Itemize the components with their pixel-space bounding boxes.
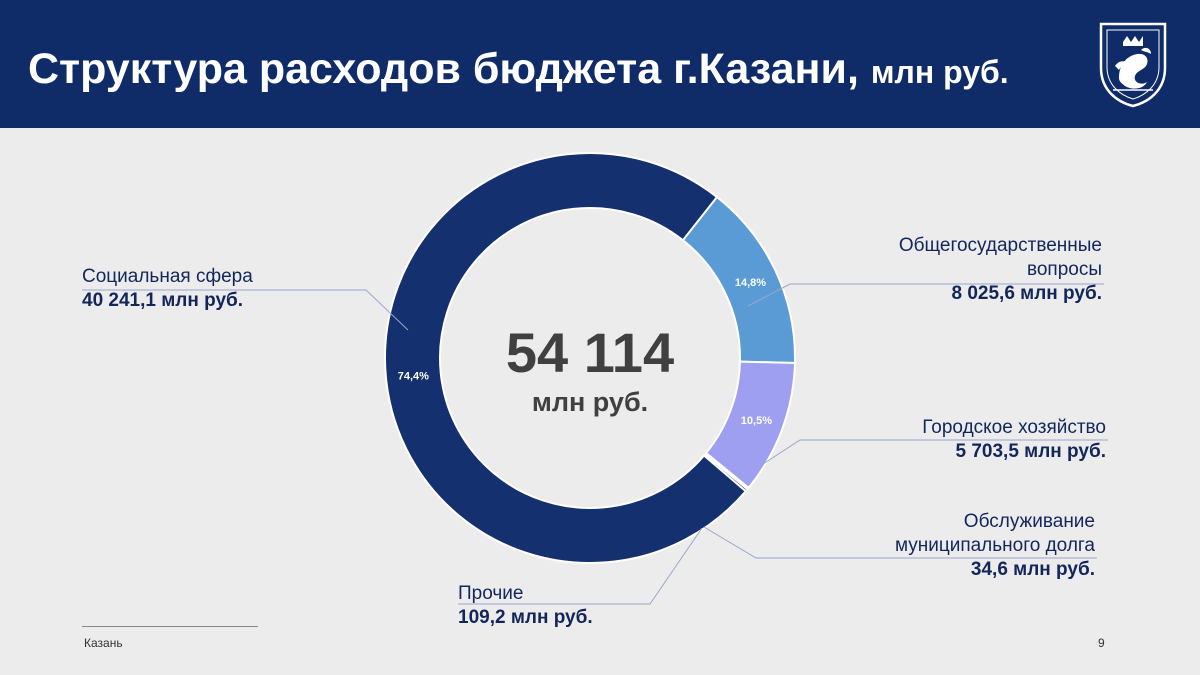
label-city: Городское хозяйство 5 703,5 млн руб. xyxy=(800,416,1106,464)
donut-slice-social xyxy=(384,152,748,564)
label-social: Социальная сфера 40 241,1 млн руб. xyxy=(82,265,253,313)
label-general-name-line1: Общегосударственные xyxy=(898,235,1102,256)
percent-label-city: 10,5% xyxy=(741,415,772,427)
label-city-name: Городское хозяйство xyxy=(922,417,1106,438)
leader-line-other xyxy=(458,527,703,605)
label-general-name-line2: вопросы xyxy=(1026,259,1102,280)
page-title: Структура расходов бюджета г.Казани, млн… xyxy=(28,44,1009,97)
label-general: Общегосударственные вопросы 8 025,6 млн … xyxy=(800,234,1102,306)
label-general-value: 8 025,6 млн руб. xyxy=(951,283,1103,304)
leader-line-social xyxy=(82,289,409,331)
percent-label-general: 14,8% xyxy=(735,277,766,289)
leader-line-general xyxy=(747,283,1104,307)
title-unit: млн руб. xyxy=(870,54,1009,90)
header-bar: Структура расходов бюджета г.Казани, млн… xyxy=(0,0,1200,128)
page-number: 9 xyxy=(1098,636,1105,650)
footer-city: Казань xyxy=(84,636,123,650)
label-debt-name-line2: муниципального долга xyxy=(894,535,1095,556)
total-unit: млн руб. xyxy=(531,387,649,417)
label-other-value: 109,2 млн руб. xyxy=(458,607,593,628)
leader-line-debt xyxy=(703,526,1097,559)
percent-label-social: 74,4% xyxy=(398,370,429,382)
label-debt-value: 34,6 млн руб. xyxy=(970,559,1095,580)
total-value: 54 114 xyxy=(505,321,675,384)
title-text: Структура расходов бюджета г.Казани, xyxy=(28,45,859,93)
label-other: Прочие 109,2 млн руб. xyxy=(458,582,593,630)
label-debt-name-line1: Обслуживание xyxy=(963,511,1095,532)
leader-line-city xyxy=(759,439,1108,467)
label-other-name: Прочие xyxy=(458,583,524,604)
footer-divider xyxy=(82,626,258,627)
label-city-value: 5 703,5 млн руб. xyxy=(955,441,1107,462)
city-emblem-icon xyxy=(1099,22,1167,108)
label-social-value: 40 241,1 млн руб. xyxy=(82,290,244,311)
label-social-name: Социальная сфера xyxy=(82,266,253,287)
label-debt: Обслуживание муниципального долга 34,6 м… xyxy=(800,510,1095,582)
